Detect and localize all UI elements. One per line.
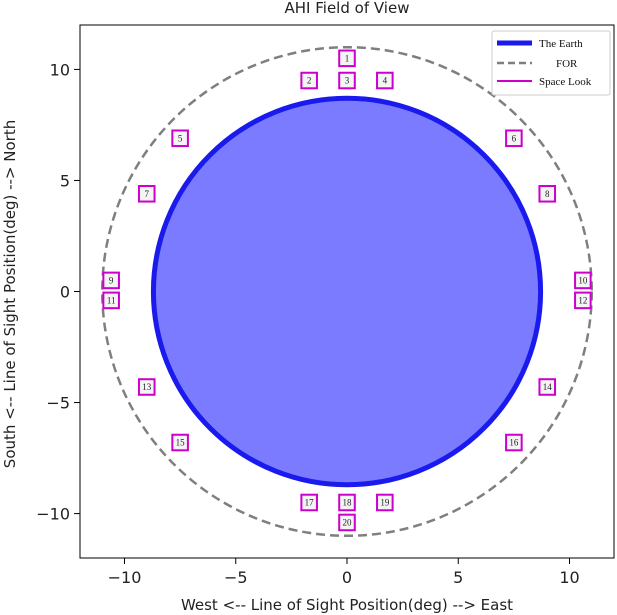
space-look-label: 12 bbox=[578, 295, 587, 305]
space-look-box bbox=[171, 433, 189, 452]
y-axis-label: South <-- Line of Sight Position(deg) --… bbox=[1, 120, 19, 468]
space-look-box bbox=[538, 185, 557, 203]
space-look-9: 9 bbox=[102, 271, 120, 290]
space-look-label: 4 bbox=[383, 76, 388, 86]
space-look-label: 8 bbox=[545, 189, 550, 199]
space-look-label: 1 bbox=[345, 53, 350, 63]
space-look-box bbox=[300, 71, 318, 90]
chart-title: AHI Field of View bbox=[285, 0, 410, 17]
space-look-2: 2 bbox=[300, 71, 318, 90]
space-look-label: 11 bbox=[107, 295, 116, 305]
space-look-8: 8 bbox=[538, 185, 557, 203]
space-look-label: 3 bbox=[345, 76, 350, 86]
x-tick-label: −10 bbox=[108, 568, 142, 587]
space-look-box bbox=[137, 185, 156, 203]
y-tick-label: 0 bbox=[60, 283, 70, 302]
space-look-16: 16 bbox=[505, 433, 523, 452]
legend: The Earth FOR Space Look bbox=[491, 30, 611, 96]
space-look-label: 13 bbox=[142, 382, 152, 392]
y-tick-label: 10 bbox=[50, 60, 70, 79]
space-look-15: 15 bbox=[171, 433, 189, 452]
axes: −10 −5 0 5 10 −10 −5 0 5 10 bbox=[36, 24, 615, 587]
y-tick-label: −10 bbox=[36, 505, 70, 524]
space-look-20: 20 bbox=[338, 513, 356, 532]
space-look-box bbox=[505, 129, 523, 148]
space-look-19: 19 bbox=[376, 493, 394, 512]
space-look-1: 1 bbox=[338, 49, 356, 68]
space-look-13: 13 bbox=[137, 378, 156, 396]
space-look-18: 18 bbox=[338, 493, 356, 512]
space-look-label: 14 bbox=[543, 382, 553, 392]
space-look-11: 11 bbox=[102, 291, 120, 310]
space-look-label: 7 bbox=[145, 189, 150, 199]
space-look-10: 10 bbox=[574, 271, 592, 290]
space-look-label: 15 bbox=[176, 438, 186, 448]
space-look-box bbox=[538, 378, 557, 396]
space-look-5: 5 bbox=[171, 129, 189, 148]
space-look-box bbox=[376, 71, 394, 90]
space-look-label: 19 bbox=[380, 497, 390, 507]
space-look-label: 16 bbox=[509, 438, 519, 448]
space-look-6: 6 bbox=[505, 129, 523, 148]
space-look-box bbox=[505, 433, 523, 452]
y-tick-label: 5 bbox=[60, 171, 70, 190]
space-look-7: 7 bbox=[137, 185, 156, 203]
space-look-box bbox=[102, 271, 120, 290]
earth-disk bbox=[150, 95, 544, 488]
legend-box bbox=[491, 30, 611, 96]
x-tick-label: 0 bbox=[342, 568, 352, 587]
space-look-label: 20 bbox=[343, 517, 353, 527]
x-axis-label: West <-- Line of Sight Position(deg) -->… bbox=[181, 596, 513, 614]
legend-spacelook-label: Space Look bbox=[539, 76, 592, 88]
space-look-box bbox=[171, 129, 189, 148]
space-look-label: 9 bbox=[109, 275, 114, 285]
space-look-box bbox=[574, 291, 592, 310]
space-look-box bbox=[338, 71, 356, 90]
space-look-14: 14 bbox=[538, 378, 557, 396]
space-look-label: 5 bbox=[178, 133, 183, 143]
space-look-label: 6 bbox=[512, 133, 517, 143]
space-look-4: 4 bbox=[376, 71, 394, 90]
x-tick-label: 10 bbox=[559, 568, 579, 587]
space-look-box bbox=[300, 493, 318, 512]
space-look-box bbox=[338, 49, 356, 68]
space-look-label: 2 bbox=[307, 76, 312, 86]
plot-area bbox=[101, 45, 593, 538]
space-look-3: 3 bbox=[338, 71, 356, 90]
legend-for-label: FOR bbox=[556, 58, 578, 70]
space-look-label: 17 bbox=[305, 497, 315, 507]
space-look-12: 12 bbox=[574, 291, 592, 310]
x-tick-label: −5 bbox=[224, 568, 248, 587]
space-look-label: 10 bbox=[578, 275, 588, 285]
space-look-box bbox=[338, 513, 356, 532]
space-look-box bbox=[102, 291, 120, 310]
space-look-box bbox=[574, 271, 592, 290]
space-look-17: 17 bbox=[300, 493, 318, 512]
for-circle bbox=[101, 45, 593, 538]
y-tick-label: −5 bbox=[46, 394, 70, 413]
x-tick-label: 5 bbox=[453, 568, 463, 587]
space-look-box bbox=[137, 378, 156, 396]
legend-earth-label: The Earth bbox=[539, 38, 583, 50]
space-look-label: 18 bbox=[343, 497, 353, 507]
space-look-box bbox=[376, 493, 394, 512]
space-look-box bbox=[338, 493, 356, 512]
